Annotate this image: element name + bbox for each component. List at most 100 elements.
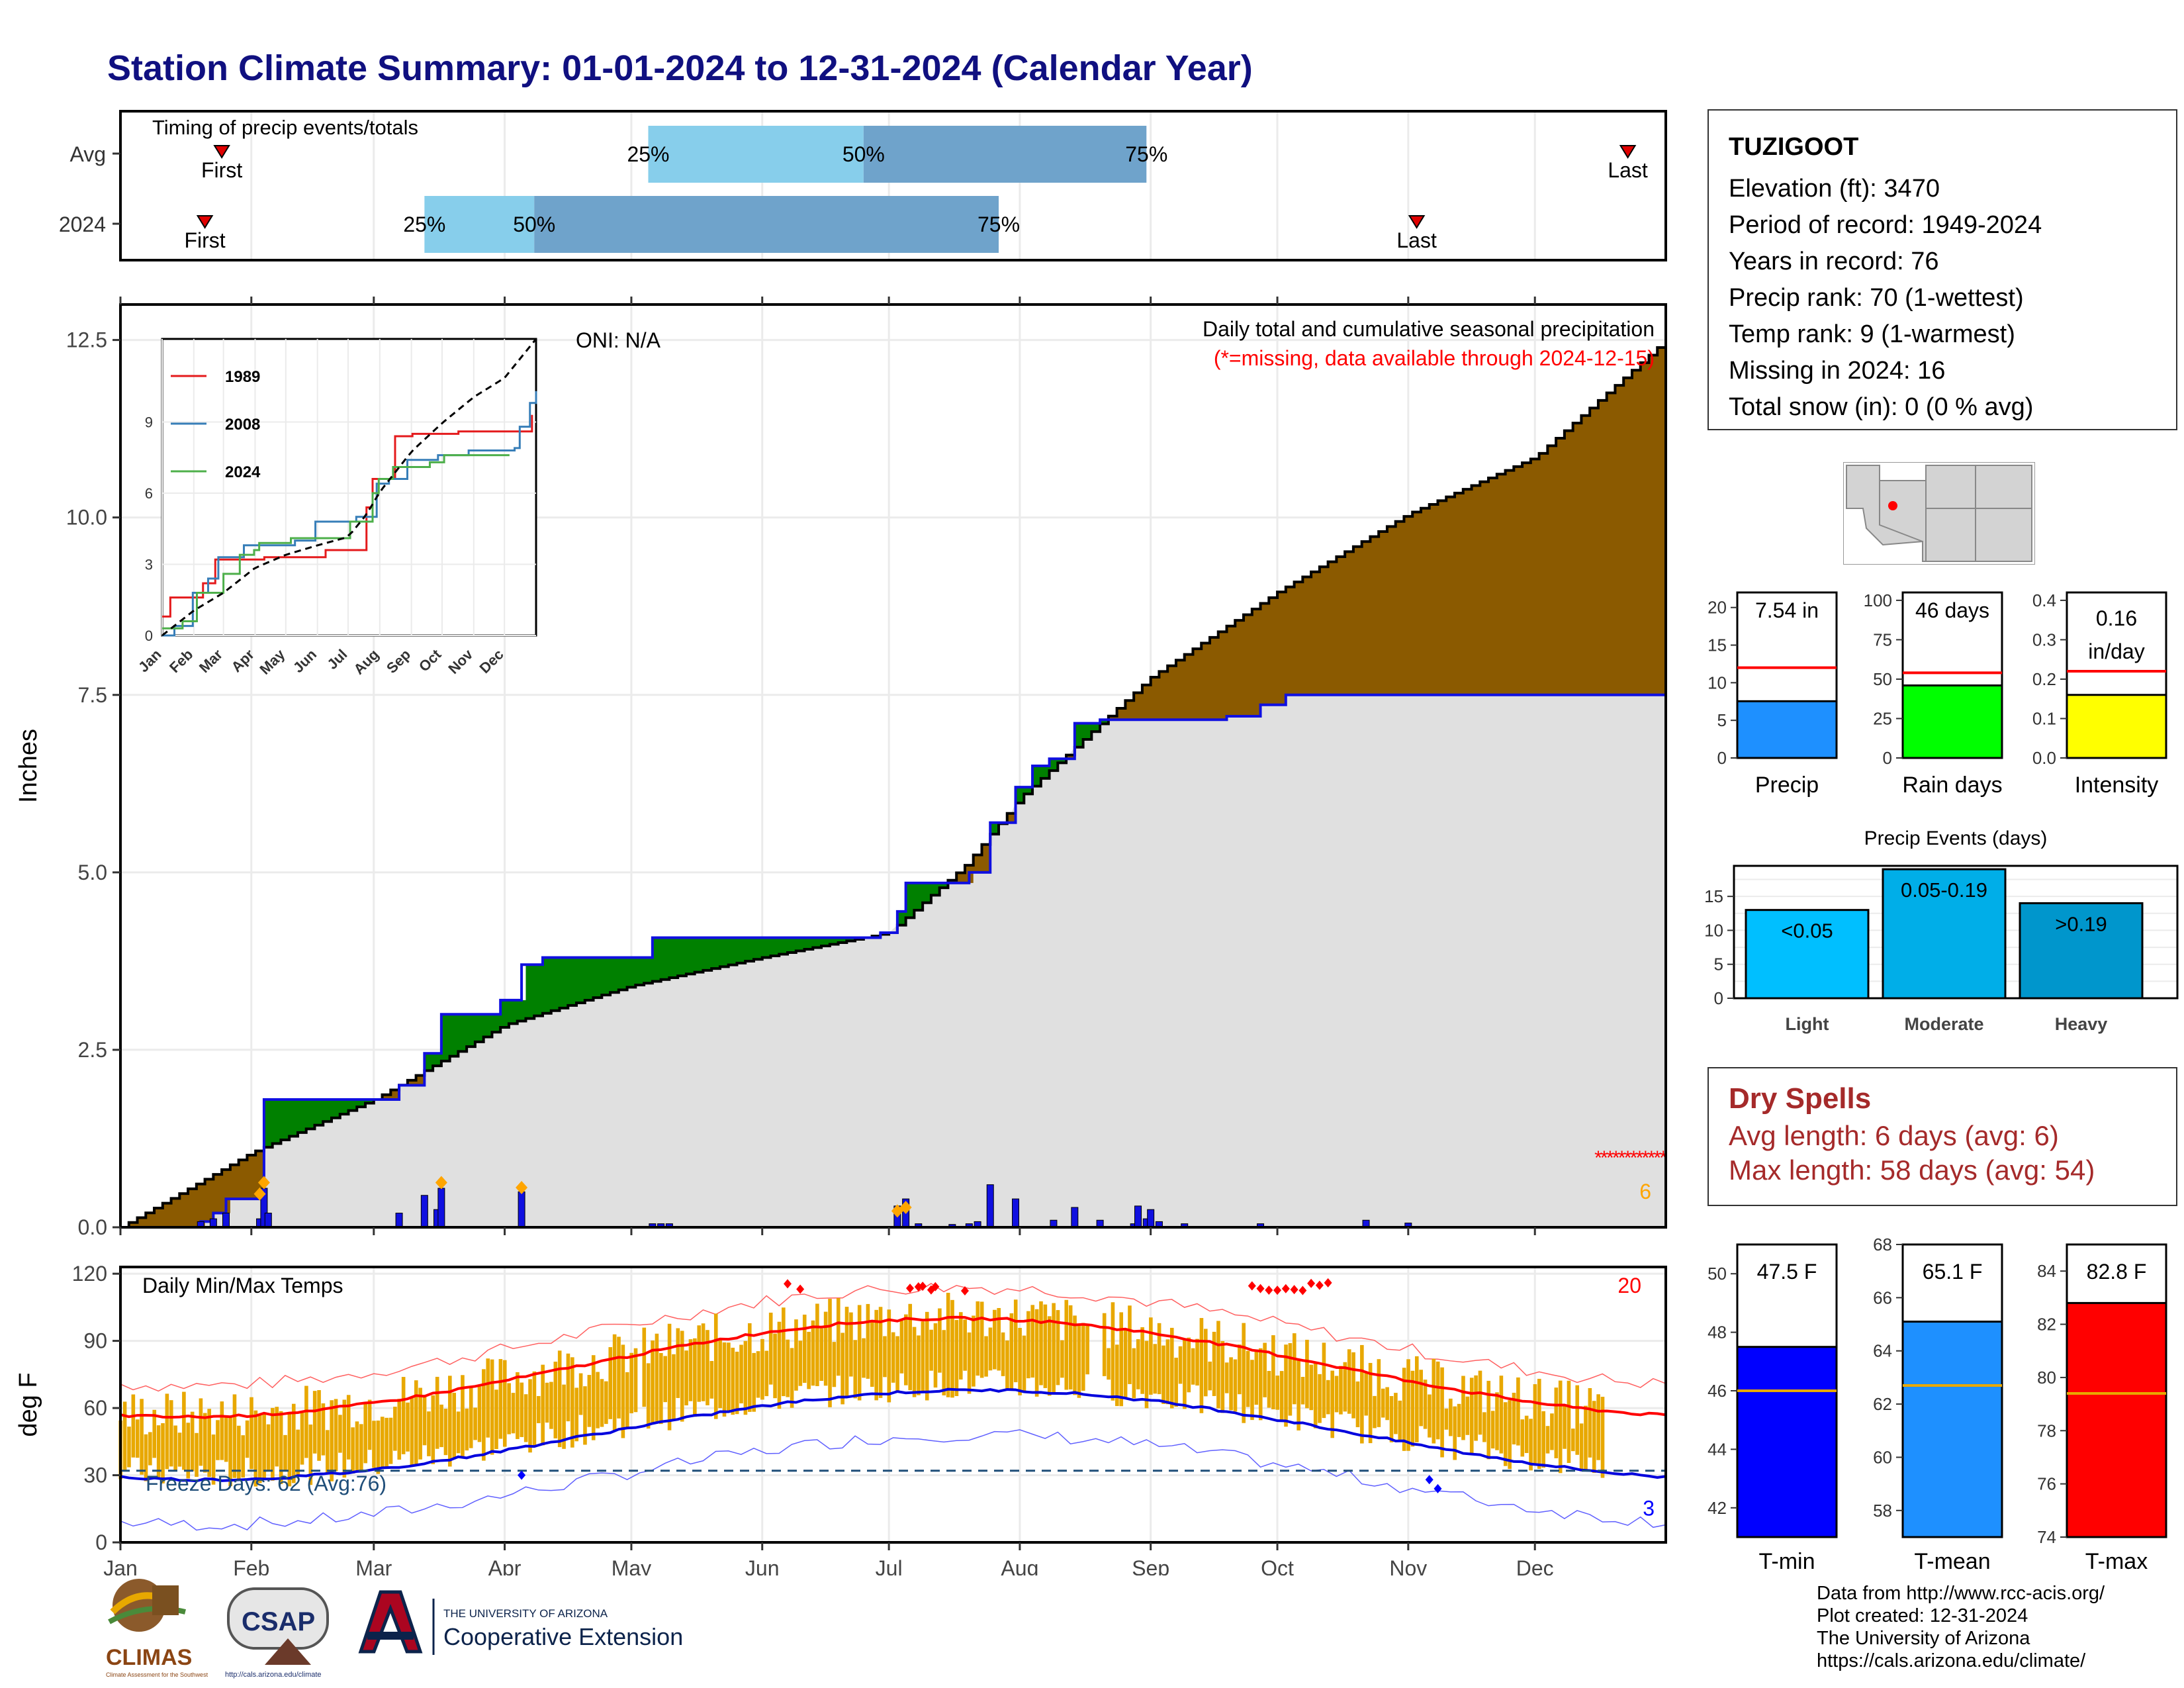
temp-daily-bar	[152, 1409, 157, 1458]
temp-daily-bar	[1339, 1366, 1343, 1415]
temp-daily-bar	[1165, 1339, 1170, 1405]
temp-daily-bar	[625, 1372, 629, 1428]
temp-daily-bar	[439, 1404, 443, 1448]
temp-daily-bar	[874, 1309, 878, 1401]
temp-daily-bar	[523, 1394, 528, 1442]
timing-pct-label: 25%	[403, 212, 445, 236]
events-bar-label: Moderate	[1904, 1014, 1983, 1034]
temp-daily-bar	[482, 1369, 486, 1461]
timing-last-label: Last	[1608, 158, 1648, 182]
temp-daily-bar	[334, 1399, 338, 1472]
temp-daily-bar	[1486, 1380, 1491, 1460]
temp-daily-bar	[465, 1408, 469, 1451]
temp-daily-bar	[844, 1307, 849, 1397]
tbar-ytick-label: 80	[2037, 1368, 2056, 1387]
temp-daily-bar	[1220, 1340, 1225, 1413]
temp-record-hot-marker	[1307, 1278, 1316, 1288]
temp-daily-bar	[693, 1338, 697, 1417]
temp-daily-bar	[207, 1409, 211, 1477]
footer: Data from http://www.rcc-acis.org/ Plot …	[1817, 1582, 2105, 1672]
temp-daily-bar	[908, 1303, 913, 1391]
temp-daily-bar	[422, 1394, 427, 1446]
precip-observed-cumulative-line	[120, 693, 1666, 1229]
timing-heading: Timing of precip events/totals	[152, 116, 418, 139]
tbar-value: 47.5 F	[1757, 1260, 1817, 1284]
temp-daily-bar	[574, 1387, 579, 1442]
summary-value: 7.54 in	[1755, 598, 1819, 622]
temp-daily-bar	[1410, 1370, 1415, 1447]
dry-spells-max: Max length: 58 days (avg: 54)	[1729, 1154, 2095, 1186]
temp-daily-bar	[958, 1312, 963, 1380]
precip-missing-marker: *	[1630, 1147, 1638, 1169]
temp-daily-bar	[651, 1340, 655, 1425]
climas-logo: CLIMAS Climate Assessment for the Southw…	[106, 1579, 208, 1678]
temp-daily-bar	[1520, 1419, 1525, 1457]
temp-daily-bar	[782, 1307, 786, 1397]
temp-daily-bar	[1238, 1344, 1242, 1395]
month-label: Apr	[488, 1556, 522, 1575]
temp-daily-bar	[359, 1424, 363, 1473]
temp-daily-bar	[811, 1320, 815, 1386]
temp-daily-bar	[1178, 1346, 1183, 1384]
temp-daily-bar	[338, 1415, 342, 1453]
precip-missing-note: (*=missing, data available through 2024-…	[1214, 346, 1655, 370]
temp-record-hot-marker	[931, 1282, 940, 1291]
temp-record-cold-marker	[1425, 1475, 1433, 1485]
month-label: May	[612, 1556, 651, 1575]
footer-line-created: Plot created: 12-31-2024	[1817, 1605, 2028, 1626]
temp-daily-bar	[883, 1336, 887, 1378]
temp-daily-bar	[1300, 1376, 1305, 1405]
temp-daily-bar	[1313, 1362, 1318, 1429]
inset-ytick-label: 3	[145, 556, 153, 573]
temp-daily-bar	[393, 1407, 397, 1451]
temp-daily-bar	[773, 1333, 777, 1399]
temp-daily-bar	[1174, 1358, 1178, 1407]
temp-daily-bar	[583, 1386, 587, 1445]
temp-daily-bar	[1558, 1380, 1563, 1474]
temp-daily-bar	[557, 1350, 562, 1448]
temp-daily-bar	[1052, 1303, 1056, 1393]
inset-legend-label: 2008	[225, 416, 260, 434]
temp-daily-bar	[1533, 1384, 1537, 1466]
temp-daily-bar	[933, 1323, 938, 1388]
temp-record-max-line	[120, 1283, 1666, 1392]
temp-record-cold-marker	[518, 1470, 526, 1480]
precip-ytick-label: 10.0	[66, 506, 107, 530]
temp-daily-bar	[1596, 1394, 1600, 1460]
temp-daily-bar	[279, 1411, 283, 1484]
inset-ytick-label: 6	[145, 485, 153, 502]
temp-daily-bar	[722, 1342, 727, 1417]
temp-daily-bar	[1183, 1338, 1187, 1409]
temp-daily-bar	[1056, 1310, 1060, 1385]
summary-value-unit: in/day	[2088, 639, 2144, 663]
temp-daily-bar	[461, 1375, 465, 1457]
timing-pct-label: 25%	[627, 142, 669, 166]
temp-ytick-label: 0	[95, 1530, 107, 1554]
temp-daily-bar	[1233, 1359, 1238, 1412]
temp-daily-bar	[351, 1427, 355, 1474]
precip-heavy-diamond	[899, 1200, 912, 1214]
temp-daily-bar	[367, 1399, 372, 1450]
temp-daily-bar	[849, 1312, 853, 1377]
temp-record-hot-marker	[919, 1282, 927, 1291]
temp-daily-bar	[1297, 1360, 1300, 1430]
temp-daily-bar	[257, 1414, 262, 1483]
temp-daily-bar	[1457, 1403, 1461, 1437]
summary-ytick-label: 0.1	[2032, 708, 2056, 728]
temp-daily-bar	[570, 1357, 574, 1448]
temp-daily-bar	[1398, 1400, 1402, 1440]
temp-daily-bar	[241, 1435, 246, 1478]
temp-daily-bar	[211, 1434, 216, 1485]
temp-daily-bar	[591, 1355, 596, 1440]
summary-ytick-label: 0.4	[2032, 590, 2056, 610]
tbar-ytick-label: 62	[1873, 1394, 1892, 1414]
precip-oni: ONI: N/A	[576, 328, 661, 352]
temp-daily-bar	[866, 1303, 870, 1379]
timing-panel: Avg 25% 50% 75% First Last 2024 25% 50% 75% First L…	[59, 110, 1667, 261]
events-bar-Moderate	[1882, 868, 2007, 1000]
temp-daily-bar	[1495, 1392, 1499, 1450]
temp-daily-bar	[659, 1352, 663, 1425]
temp-daily-bar	[507, 1383, 511, 1434]
temp-daily-bar	[1563, 1404, 1567, 1449]
temp-daily-bar	[1318, 1374, 1322, 1423]
